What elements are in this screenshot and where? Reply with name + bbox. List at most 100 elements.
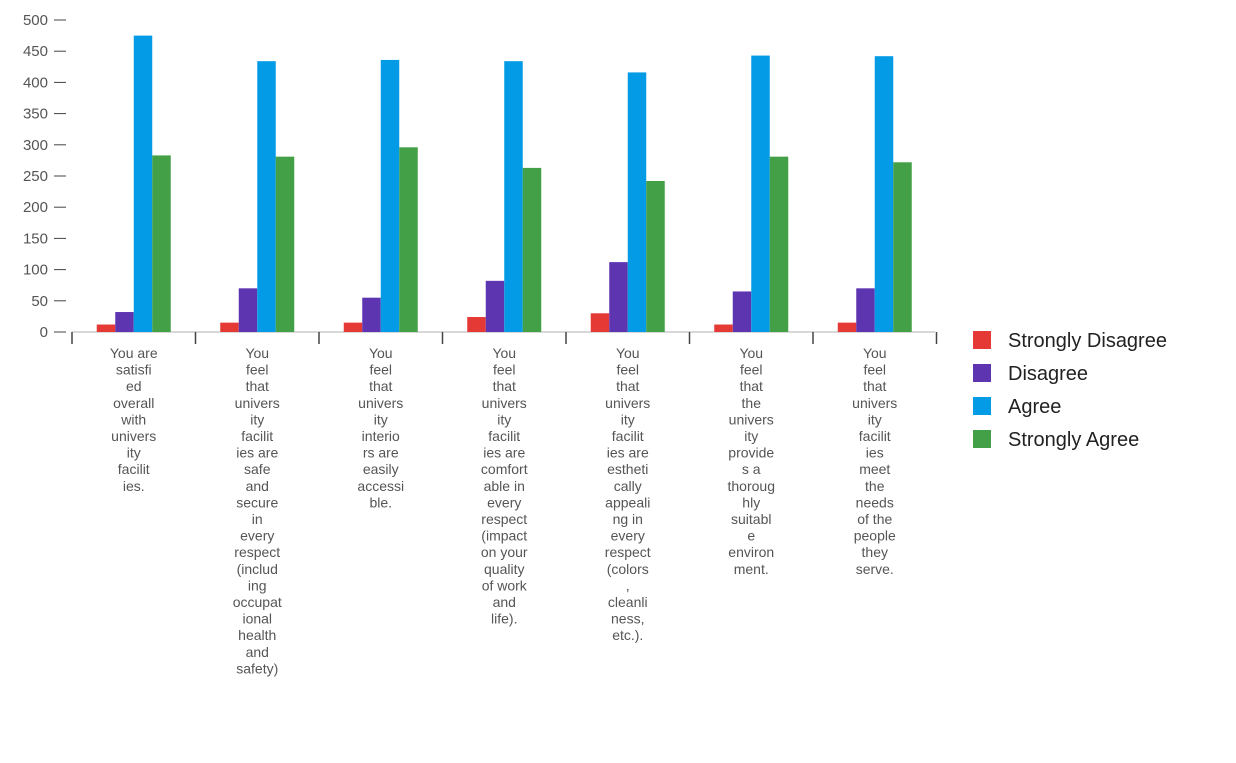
bar-strongly-disagree bbox=[714, 324, 733, 332]
x-category-label-line: ment. bbox=[734, 561, 769, 577]
y-tick-label: 0 bbox=[40, 324, 48, 341]
x-category-label-line: ity bbox=[497, 411, 511, 427]
y-axis: 0 50 100 150 200 250 300 350 400 450 500 bbox=[23, 12, 66, 341]
x-category-label-line: You are bbox=[110, 345, 158, 361]
bar-strongly-disagree bbox=[96, 324, 116, 332]
bar-disagree bbox=[609, 262, 628, 332]
x-category-label-line: ies. bbox=[123, 478, 145, 494]
x-category-label-line: environ bbox=[728, 544, 774, 560]
x-category-label-line: rs are bbox=[363, 445, 399, 461]
x-category-label-line: quality bbox=[484, 561, 524, 577]
x-category-label-line: in bbox=[252, 511, 263, 527]
x-category-label-line: needs bbox=[856, 494, 894, 510]
y-tick-label: 150 bbox=[23, 230, 48, 247]
x-category-label-line: facilit bbox=[612, 428, 644, 444]
x-category-label-line: , bbox=[626, 577, 630, 593]
legend: Strongly Disagree Disagree Agree Strongly A… bbox=[973, 330, 1167, 451]
bar-agree bbox=[751, 55, 770, 333]
x-category-label-line: ies are bbox=[236, 445, 278, 461]
bar-disagree bbox=[856, 288, 875, 332]
x-category-label-line: and bbox=[493, 594, 516, 610]
x-category-label: You feel that univers ity facilit ies are esthe… bbox=[605, 345, 651, 643]
y-tick-label: 450 bbox=[23, 43, 48, 60]
x-category-label-line: safe bbox=[244, 461, 271, 477]
bar-strongly-disagree bbox=[220, 322, 239, 332]
x-category-label-line: You bbox=[739, 345, 763, 361]
bar-strongly-agree bbox=[275, 156, 295, 332]
x-category-label-line: ity bbox=[868, 411, 882, 427]
x-category-label-line: comfort bbox=[481, 461, 528, 477]
legend-label: Disagree bbox=[1008, 363, 1088, 385]
x-category-label-line: s a bbox=[742, 461, 761, 477]
x-category-label: You feel that univers ity facilit ies are safe a… bbox=[233, 345, 282, 676]
x-category-label-line: thoroug bbox=[728, 478, 775, 494]
legend-swatch bbox=[973, 364, 991, 382]
x-category-label-line: the bbox=[742, 395, 762, 411]
legend-swatch bbox=[973, 331, 991, 349]
x-category-label-line: ional bbox=[242, 611, 272, 627]
x-category-label-line: that bbox=[493, 378, 516, 394]
x-category-label-line: serve. bbox=[856, 561, 894, 577]
x-category-label-line: that bbox=[369, 378, 392, 394]
x-category-label-line: univers bbox=[111, 428, 156, 444]
bar-strongly-disagree bbox=[590, 313, 610, 332]
x-category-label-line: feel bbox=[369, 362, 392, 378]
x-category-label-line: ng in bbox=[613, 511, 643, 527]
x-category-label-line: suitabl bbox=[731, 511, 771, 527]
y-tick-label: 200 bbox=[23, 199, 48, 216]
x-category-label-line: secure bbox=[236, 494, 278, 510]
y-tick-label: 500 bbox=[23, 12, 48, 29]
bar-agree bbox=[380, 59, 400, 332]
x-category-label-line: of work bbox=[482, 577, 528, 593]
bars bbox=[96, 35, 912, 333]
x-category-label: You feel that the univers ity provide s a thorou… bbox=[728, 345, 775, 577]
x-category-label-line: ies are bbox=[483, 445, 525, 461]
x-category-label-line: the bbox=[865, 478, 885, 494]
x-category-label-line: ing bbox=[248, 577, 267, 593]
x-category-label-line: occupat bbox=[233, 594, 282, 610]
x-category-label-line: respect bbox=[234, 544, 280, 560]
bar-strongly-agree bbox=[522, 167, 542, 332]
x-category-label-line: satisfi bbox=[116, 362, 152, 378]
x-category-label-line: (impact bbox=[481, 528, 527, 544]
x-category-label-line: cally bbox=[614, 478, 642, 494]
legend-label: Agree bbox=[1008, 396, 1061, 418]
x-category-label-line: they bbox=[862, 544, 888, 560]
x-category-label-line: life). bbox=[491, 611, 517, 627]
x-category-label-line: ity bbox=[127, 445, 141, 461]
x-category-label-line: ity bbox=[374, 411, 388, 427]
x-category-label-line: that bbox=[740, 378, 763, 394]
x-category-label-line: every bbox=[611, 528, 645, 544]
y-tick-label: 100 bbox=[23, 262, 48, 279]
x-category-label-line: facilit bbox=[859, 428, 891, 444]
x-category-label-line: accessi bbox=[357, 478, 404, 494]
x-category-label-line: of the bbox=[857, 511, 892, 527]
x-category-label-line: univers bbox=[729, 411, 774, 427]
x-category-label-line: etc.). bbox=[612, 627, 643, 643]
legend-label: Strongly Disagree bbox=[1008, 330, 1167, 352]
x-category-label-line: You bbox=[616, 345, 640, 361]
x-category-label-line: that bbox=[863, 378, 886, 394]
x-category-label-line: on your bbox=[481, 544, 528, 560]
x-category-label-line: people bbox=[854, 528, 896, 544]
bar-disagree bbox=[362, 297, 381, 332]
x-category-label-line: health bbox=[238, 627, 276, 643]
x-category-label-line: interio bbox=[362, 428, 400, 444]
x-category-label-line: and bbox=[246, 478, 269, 494]
x-category-label: You feel that univers ity facilit ies are comfo… bbox=[481, 345, 528, 627]
x-category-label-line: every bbox=[240, 528, 274, 544]
bar-disagree bbox=[732, 291, 752, 332]
x-category-label-line: ed bbox=[126, 378, 142, 394]
x-category-label-line: univers bbox=[358, 395, 403, 411]
x-category-label-line: respect bbox=[605, 544, 651, 560]
y-tick-label: 350 bbox=[23, 106, 48, 123]
bar-strongly-agree bbox=[152, 155, 171, 332]
x-category-label-line: You bbox=[863, 345, 887, 361]
x-category-label-line: meet bbox=[859, 461, 890, 477]
x-category-label-line: every bbox=[487, 494, 521, 510]
x-category-label-line: overall bbox=[113, 395, 154, 411]
x-category-label-line: respect bbox=[481, 511, 527, 527]
bar-strongly-agree bbox=[893, 162, 912, 332]
x-category-label-line: facilit bbox=[241, 428, 273, 444]
